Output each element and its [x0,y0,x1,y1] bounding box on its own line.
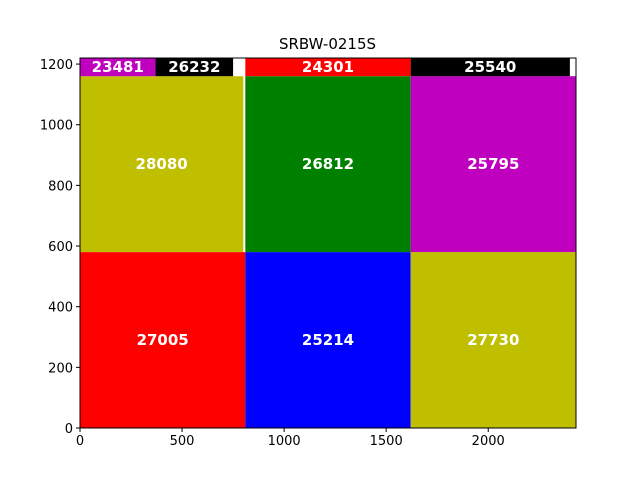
cell-24301 [245,58,411,77]
x-tick-label: 2000 [472,434,505,449]
cell-label-25795: 25795 [467,155,519,173]
cell-25795 [410,76,576,253]
cell-26812 [245,76,411,253]
x-tick-label: 0 [76,434,84,449]
y-tick-label: 0 [65,422,73,437]
cell-label-27005: 27005 [137,331,189,349]
chart-title: SRBW-0215S [279,35,376,53]
cell-27005 [80,252,246,428]
cell-label-25540: 25540 [464,58,516,76]
plot-frame [79,57,577,429]
cell-23481 [80,58,156,77]
y-tick-label: 800 [48,179,73,194]
y-tick-label: 400 [48,301,73,316]
cell-25540 [410,58,570,77]
cell-label-28080: 28080 [136,155,188,173]
cells-group: 27005 25214 27730 28080 26812 25795 23481 26232… [80,58,576,428]
cell-label-26232: 26232 [168,58,220,76]
cell-26232 [155,58,234,77]
x-tick-label: 500 [170,434,195,449]
x-tick-label: 1000 [268,434,301,449]
cell-label-23481: 23481 [92,58,144,76]
cell-28080 [80,76,244,253]
cell-label-26812: 26812 [302,155,354,173]
y-axis: 0 200 400 600 800 1000 1200 [40,58,80,437]
cell-27730 [410,252,576,428]
cell-label-24301: 24301 [302,58,354,76]
y-tick-label: 600 [48,240,73,255]
x-axis: 0 500 1000 1500 2000 [76,428,505,449]
y-tick-label: 200 [48,361,73,376]
cell-25214 [245,252,411,428]
x-tick-label: 1500 [370,434,403,449]
cell-label-27730: 27730 [467,331,519,349]
y-tick-label: 1200 [40,58,73,73]
cell-label-25214: 25214 [302,331,354,349]
y-tick-label: 1000 [40,119,73,134]
